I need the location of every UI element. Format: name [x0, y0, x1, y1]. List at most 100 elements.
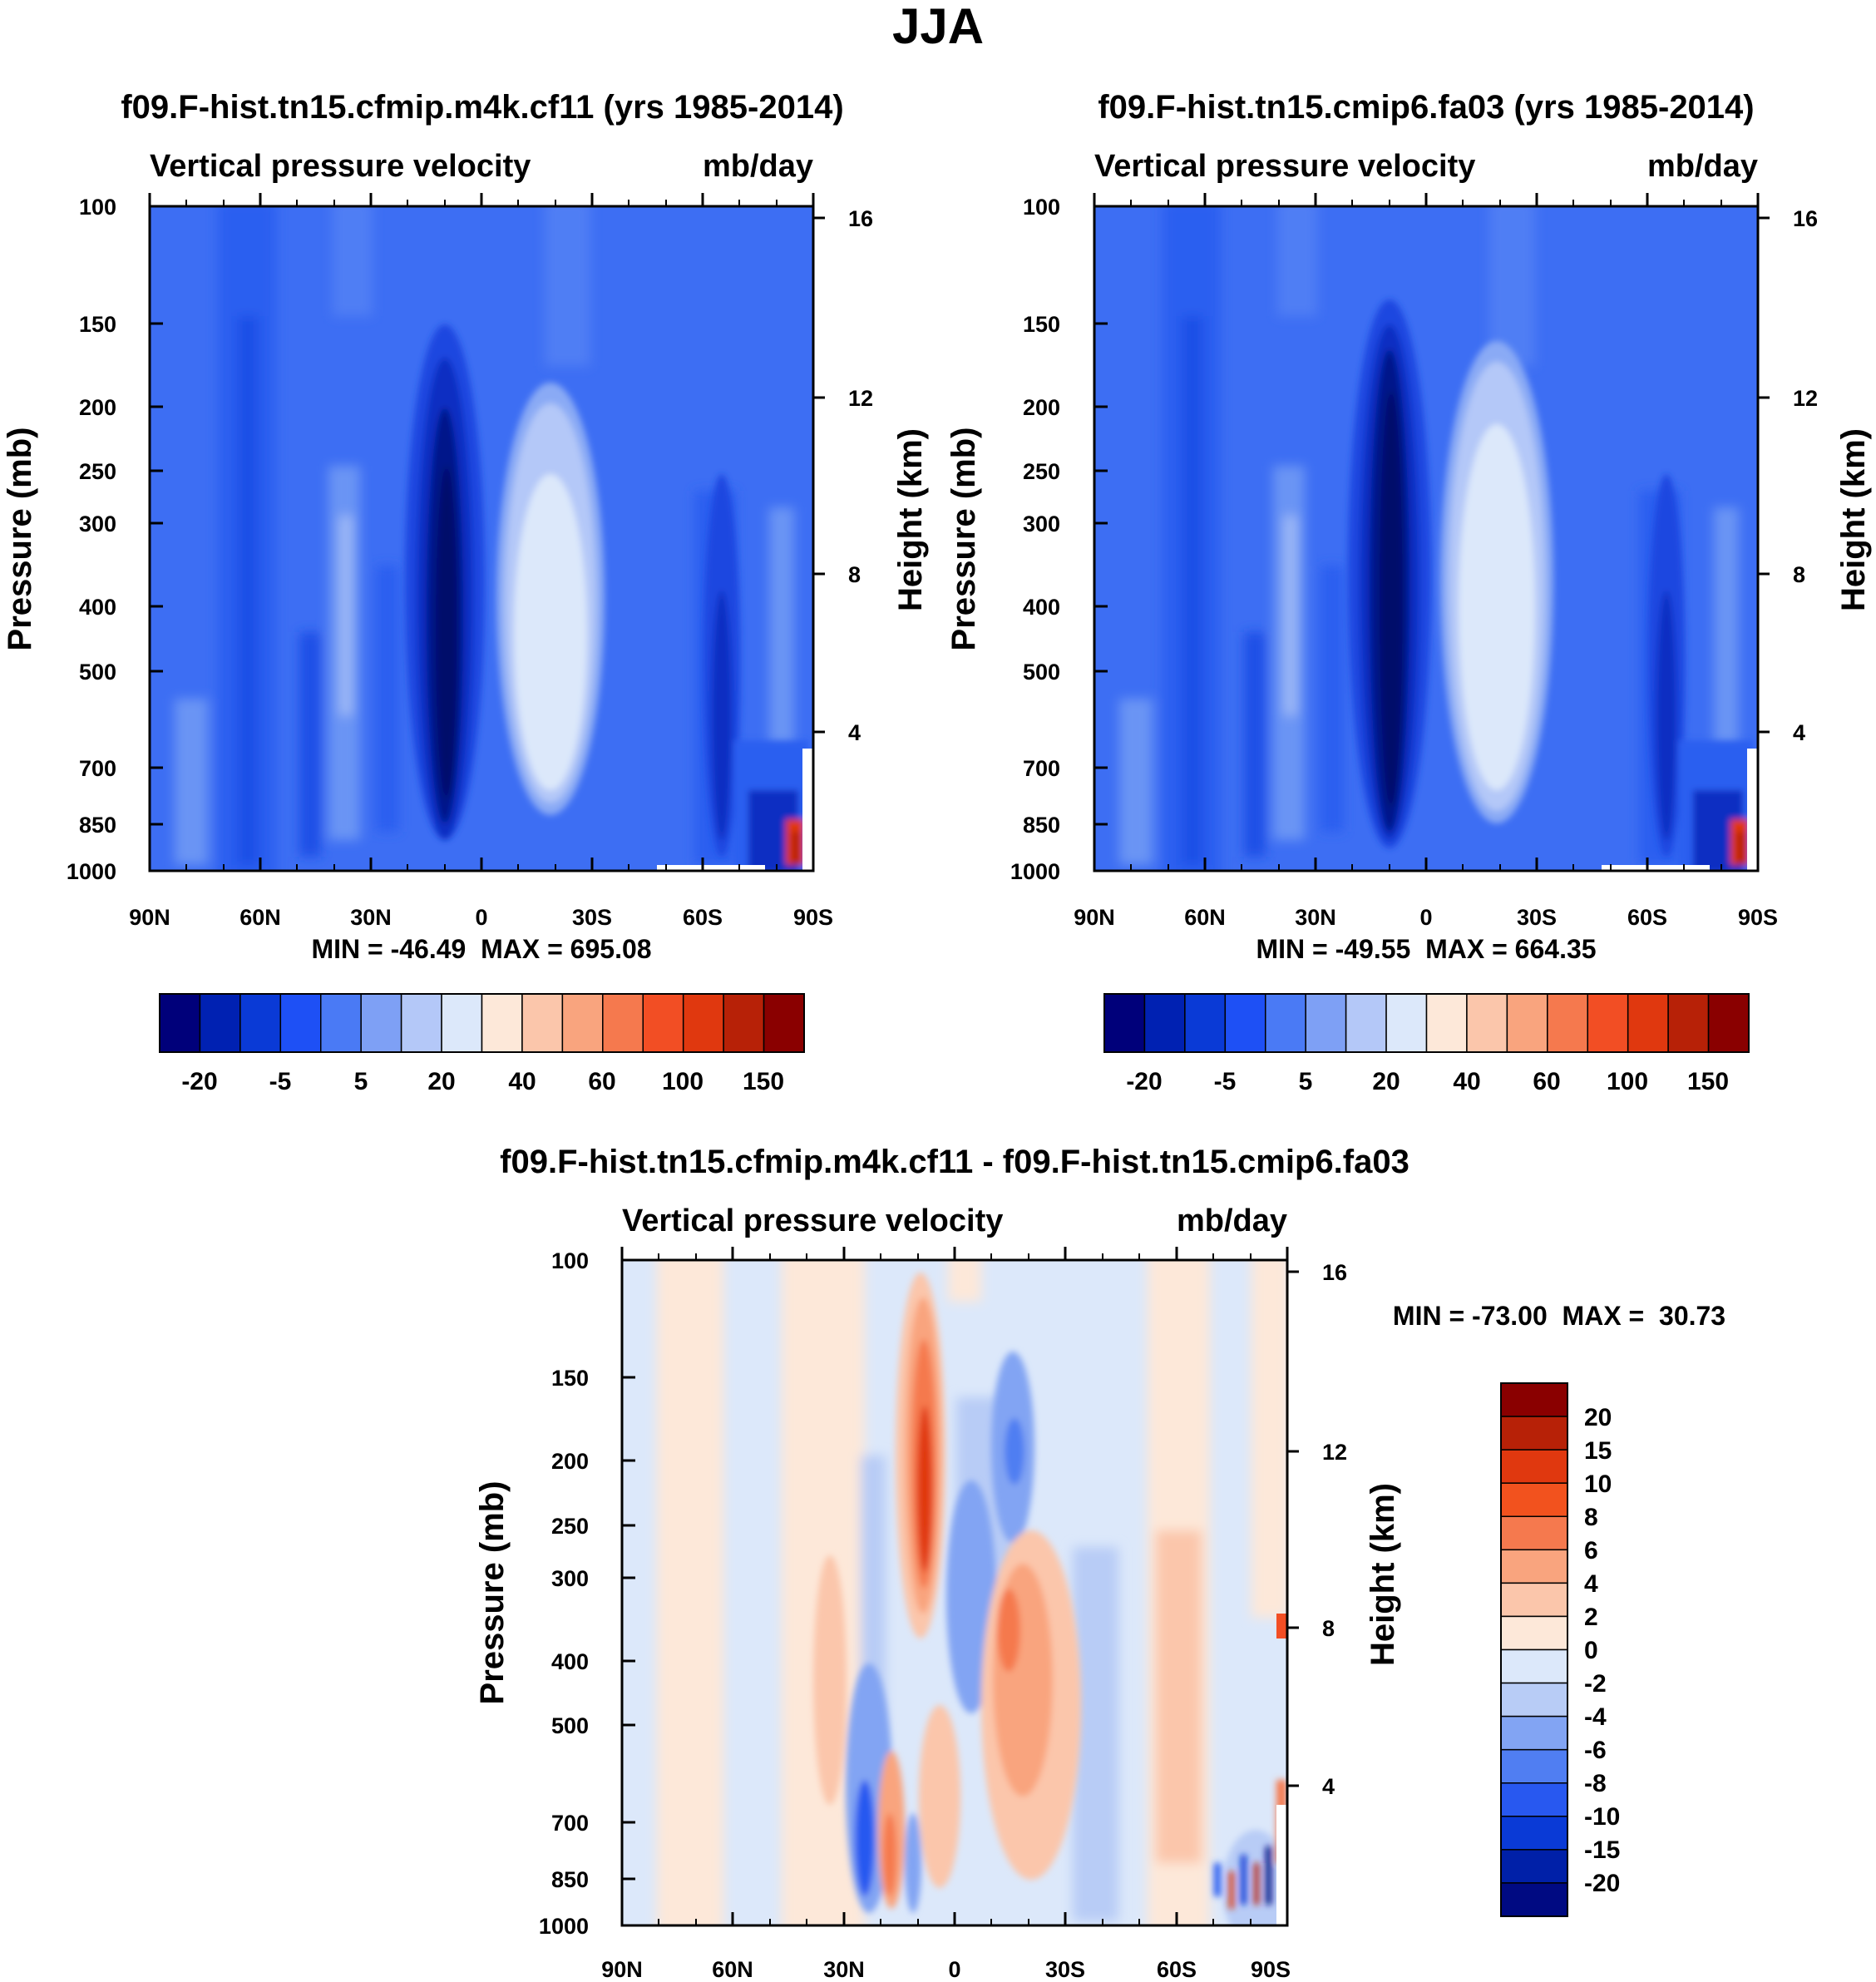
- colorbar-label: -20: [181, 1068, 217, 1095]
- colorbar-right-labels: -20 -5 5 20 40 60 100 150: [1126, 1068, 1729, 1095]
- colorbar-label: 150: [743, 1068, 784, 1095]
- colorbar-label: -20: [1584, 1870, 1620, 1897]
- x-tick-label: 0: [948, 1957, 960, 1982]
- colorbar-label: -6: [1584, 1737, 1607, 1764]
- right-subtitle: mb/day: [703, 149, 813, 184]
- colorbar-swatch: [1385, 993, 1428, 1053]
- x-tick-label: 0: [475, 905, 487, 930]
- x-tick-label: 0: [1419, 905, 1432, 930]
- colorbar-label: -20: [1126, 1068, 1162, 1095]
- y-tick-labels: 100 150 200 250 300 400 500 700 850 1000: [539, 1248, 589, 1939]
- y-tick-label: 1000: [1010, 859, 1060, 884]
- height-tick-label: 12: [848, 386, 873, 411]
- x-tick-label: 90S: [1251, 1957, 1291, 1982]
- y-tick-label: 200: [79, 395, 116, 420]
- colorbar-label: 0: [1584, 1637, 1598, 1664]
- height-tick-label: 8: [1322, 1616, 1335, 1641]
- colorbar-swatch: [199, 993, 241, 1053]
- colorbar-frame: [159, 993, 805, 1053]
- colorbar-label: 20: [1372, 1068, 1400, 1095]
- colorbar-swatch: [1500, 1782, 1568, 1817]
- x-tick-labels: 90N 60N 30N 0 30S 60S 90S: [601, 1957, 1291, 1982]
- height-tick-label: 12: [1322, 1440, 1347, 1465]
- colorbar-swatch: [1707, 993, 1750, 1053]
- colorbar-label: -8: [1584, 1770, 1607, 1797]
- colorbar-left-swatches: [159, 993, 805, 1053]
- height-tick-label: 16: [848, 206, 873, 231]
- colorbar-swatch: [279, 993, 322, 1053]
- x-minor-ticks: [185, 200, 778, 871]
- colorbar-label: -5: [1214, 1068, 1237, 1095]
- y-tick-label: 300: [551, 1566, 589, 1591]
- panel-right: f09.F-hist.tn15.cmip6.fa03 (yrs 1985-201…: [945, 89, 1872, 1095]
- colorbar-label: 20: [427, 1068, 455, 1095]
- colorbar-swatch: [320, 993, 362, 1053]
- x-tick-label: 30N: [1295, 905, 1336, 930]
- colorbar-swatch: [1500, 1582, 1568, 1618]
- y-axis: [150, 205, 163, 872]
- colorbar-swatch: [1500, 1816, 1568, 1851]
- x-tick-label: 90S: [1738, 905, 1778, 930]
- y-tick-label: 300: [79, 512, 116, 536]
- colorbar-label: 40: [508, 1068, 536, 1095]
- colorbar-left-labels: -20 -5 5 20 40 60 100 150: [181, 1068, 784, 1095]
- x-tick-label: 90N: [1074, 905, 1115, 930]
- colorbar-swatch: [1500, 1549, 1568, 1584]
- x-minor-ticks: [658, 1253, 1251, 1925]
- x-minor-ticks: [1130, 200, 1722, 871]
- left-subtitle: Vertical pressure velocity: [622, 1204, 1003, 1238]
- colorbar-diff-labels: 20 15 10 8 6 4 2 0 -2 -4 -6 -8 -10 -15 -…: [1584, 1404, 1620, 1897]
- y-tick-label: 100: [551, 1248, 589, 1273]
- colorbar-label: 10: [1584, 1470, 1612, 1498]
- colorbar-swatch: [1143, 993, 1186, 1053]
- colorbar-swatch: [602, 993, 644, 1053]
- colorbar-frame: [1103, 993, 1750, 1053]
- y2-axis: [813, 216, 825, 734]
- x-tick-labels: 90N 60N 30N 0 30S 60S 90S: [129, 905, 833, 930]
- x-tick-labels: 90N 60N 30N 0 30S 60S 90S: [1074, 905, 1778, 930]
- colorbar-swatch: [1506, 993, 1548, 1053]
- colorbar-label: 5: [1299, 1068, 1313, 1095]
- y-tick-label: 150: [1023, 312, 1060, 337]
- height-tick-label: 4: [848, 720, 861, 745]
- colorbar-label: 4: [1584, 1570, 1598, 1598]
- colorbar-label: -15: [1584, 1836, 1620, 1864]
- height-tick-label: 12: [1793, 386, 1818, 411]
- x-axis: [148, 193, 815, 871]
- x-tick-label: 60N: [712, 1957, 753, 1982]
- y2-tick-labels: 16 12 8 4: [1793, 206, 1818, 745]
- season-title: JJA: [892, 0, 984, 54]
- colorbar-swatch: [1500, 1449, 1568, 1484]
- colorbar-swatch: [561, 993, 604, 1053]
- colorbar-right: -20 -5 5 20 40 60 100 150: [1103, 993, 1750, 1095]
- colorbar-swatch: [239, 993, 282, 1053]
- y-tick-label: 250: [79, 459, 116, 484]
- min-max-label: MIN = -73.00 MAX = 30.73: [1393, 1301, 1725, 1331]
- left-subtitle: Vertical pressure velocity: [150, 149, 531, 184]
- colorbar-swatch: [1500, 1849, 1568, 1884]
- y2-axis-label: Height (km): [1835, 428, 1872, 611]
- x-tick-label: 90N: [129, 905, 170, 930]
- colorbar-label: 100: [662, 1068, 704, 1095]
- contour-field: [1094, 206, 1758, 871]
- colorbar-swatch: [1265, 993, 1306, 1053]
- y2-axis: [1758, 216, 1770, 734]
- colorbar-label: 60: [588, 1068, 615, 1095]
- colorbar-swatch: [682, 993, 724, 1053]
- y-tick-label: 300: [1023, 512, 1060, 536]
- colorbar-swatch: [1500, 1648, 1568, 1684]
- y-tick-label: 850: [1023, 813, 1060, 838]
- colorbar-swatch: [1587, 993, 1629, 1053]
- height-tick-label: 16: [1793, 206, 1818, 231]
- y-axis-label: Pressure (mb): [474, 1481, 511, 1705]
- colorbar-swatch: [481, 993, 523, 1053]
- colorbar-diff: 20 15 10 8 6 4 2 0 -2 -4 -6 -8 -10 -15 -…: [1500, 1382, 1620, 1917]
- left-subtitle: Vertical pressure velocity: [1094, 149, 1475, 184]
- colorbar-right-swatches: [1103, 993, 1750, 1053]
- colorbar-swatch: [1500, 1615, 1568, 1651]
- x-tick-label: 90S: [793, 905, 833, 930]
- colorbar-label: 2: [1584, 1604, 1598, 1631]
- colorbar-swatch: [1500, 1682, 1568, 1718]
- colorbar-swatch: [1466, 993, 1508, 1053]
